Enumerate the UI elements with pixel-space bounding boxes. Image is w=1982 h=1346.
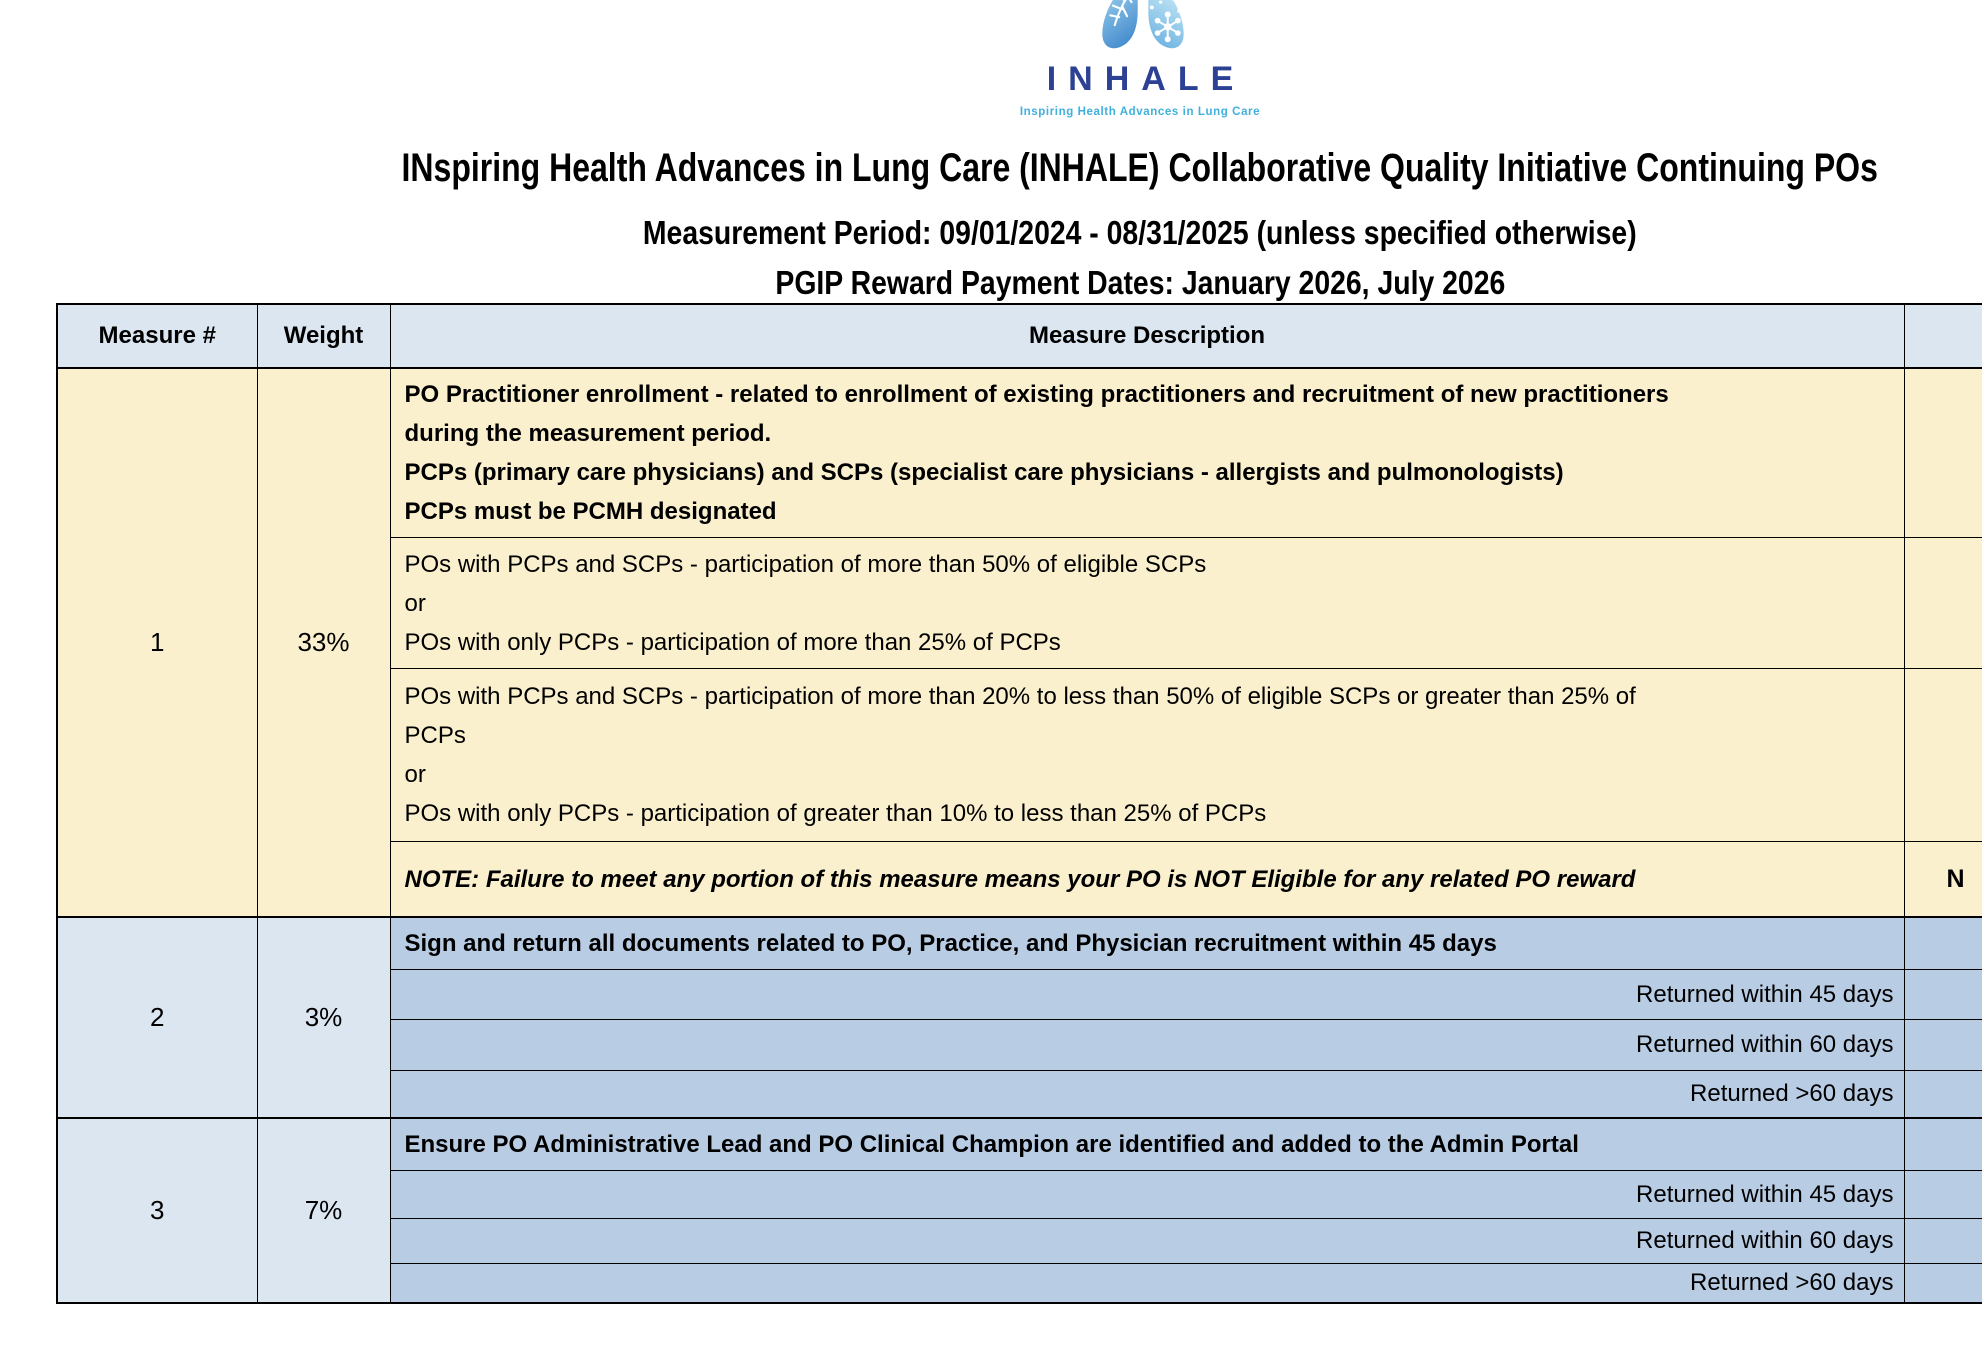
measure-1-weight: 33% bbox=[256, 367, 391, 918]
document-title: INspiring Health Advances in Lung Care (… bbox=[0, 146, 1982, 191]
measure-2-returned-45: Returned within 45 days bbox=[389, 969, 1905, 1020]
measures-table: Measure # Weight Measure Description 1 3… bbox=[56, 303, 1982, 1304]
measure-1-note: NOTE: Failure to meet any portion of thi… bbox=[389, 841, 1905, 918]
measure-2-weight: 3% bbox=[256, 916, 391, 1119]
measure-1-number: 1 bbox=[56, 367, 258, 918]
measure-2-extra-cell bbox=[1903, 969, 1982, 1020]
measure-3-extra-cell bbox=[1903, 1117, 1982, 1171]
measure-1-block: 1 33% PO Practitioner enrollment - relat… bbox=[56, 367, 1982, 918]
column-header-weight: Weight bbox=[256, 303, 391, 369]
table-row: 3 7% Ensure PO Administrative Lead and P… bbox=[56, 1117, 1982, 1304]
measure-2-extra-cell bbox=[1903, 1070, 1982, 1119]
measurement-period: Measurement Period: 09/01/2024 - 08/31/2… bbox=[0, 214, 1982, 252]
measure-3-weight: 7% bbox=[256, 1117, 391, 1304]
table-row: Returned within 60 days bbox=[57, 1019, 1982, 1071]
logo-tagline: Inspiring Health Advances in Lung Care bbox=[1019, 106, 1261, 118]
measure-3-extra-cell bbox=[1903, 1263, 1982, 1304]
measure-2-extra-cell bbox=[1903, 1019, 1982, 1071]
column-header-measure-number: Measure # bbox=[56, 303, 258, 369]
measure-2-extra-cell bbox=[1903, 916, 1982, 970]
measure-2-number: 2 bbox=[56, 916, 258, 1119]
measure-3-block: 3 7% Ensure PO Administrative Lead and P… bbox=[56, 1117, 1982, 1304]
measure-1-extra-cell bbox=[1903, 537, 1982, 669]
measure-1-criteria-full: POs with PCPs and SCPs - participation o… bbox=[389, 537, 1905, 669]
payment-dates-text: PGIP Reward Payment Dates: January 2026,… bbox=[775, 264, 1505, 301]
logo-wordmark: INHALE bbox=[1046, 60, 1246, 98]
column-header-description: Measure Description bbox=[389, 303, 1905, 369]
measure-1-extra-cell bbox=[1903, 668, 1982, 842]
table-row: 1 33% PO Practitioner enrollment - relat… bbox=[56, 367, 1982, 918]
measure-2-returned-60: Returned within 60 days bbox=[389, 1019, 1905, 1071]
table-row: Returned >60 days bbox=[57, 1263, 1982, 1304]
table-header: Measure # Weight Measure Description bbox=[56, 303, 1982, 369]
measure-2-description: Sign and return all documents related to… bbox=[389, 916, 1905, 970]
table-row: POs with PCPs and SCPs - participation o… bbox=[57, 668, 1982, 842]
measurement-period-text: Measurement Period: 09/01/2024 - 08/31/2… bbox=[643, 214, 1637, 251]
table-row: Returned within 45 days bbox=[57, 969, 1982, 1020]
measure-1-extra-cell bbox=[1903, 367, 1982, 538]
measure-3-description: Ensure PO Administrative Lead and PO Cli… bbox=[389, 1117, 1905, 1171]
table-row: Returned >60 days bbox=[57, 1070, 1982, 1119]
measure-3-number: 3 bbox=[56, 1117, 258, 1304]
document-title-text: INspiring Health Advances in Lung Care (… bbox=[401, 146, 1879, 190]
measure-3-returned-over-60: Returned >60 days bbox=[389, 1263, 1905, 1304]
table-row: POs with PCPs and SCPs - participation o… bbox=[57, 537, 1982, 669]
payment-dates: PGIP Reward Payment Dates: January 2026,… bbox=[0, 264, 1982, 302]
table-row: NOTE: Failure to meet any portion of thi… bbox=[57, 841, 1982, 918]
measure-3-extra-cell bbox=[1903, 1218, 1982, 1264]
table-header-row: Measure # Weight Measure Description bbox=[56, 303, 1982, 369]
table-row: 2 3% Sign and return all documents relat… bbox=[56, 916, 1982, 1119]
measure-1-note-extra-cell: N bbox=[1903, 841, 1982, 918]
measure-3-returned-45: Returned within 45 days bbox=[389, 1170, 1905, 1219]
measure-1-description: PO Practitioner enrollment - related to … bbox=[389, 367, 1905, 538]
measure-3-extra-cell bbox=[1903, 1170, 1982, 1219]
measure-2-block: 2 3% Sign and return all documents relat… bbox=[56, 916, 1982, 1119]
column-header-extra bbox=[1903, 303, 1982, 369]
measure-3-returned-60: Returned within 60 days bbox=[389, 1218, 1905, 1264]
measure-1-criteria-partial: POs with PCPs and SCPs - participation o… bbox=[389, 668, 1905, 842]
table-row: Returned within 60 days bbox=[57, 1218, 1982, 1264]
measure-2-returned-over-60: Returned >60 days bbox=[389, 1070, 1905, 1119]
lungs-icon bbox=[1102, 0, 1184, 49]
